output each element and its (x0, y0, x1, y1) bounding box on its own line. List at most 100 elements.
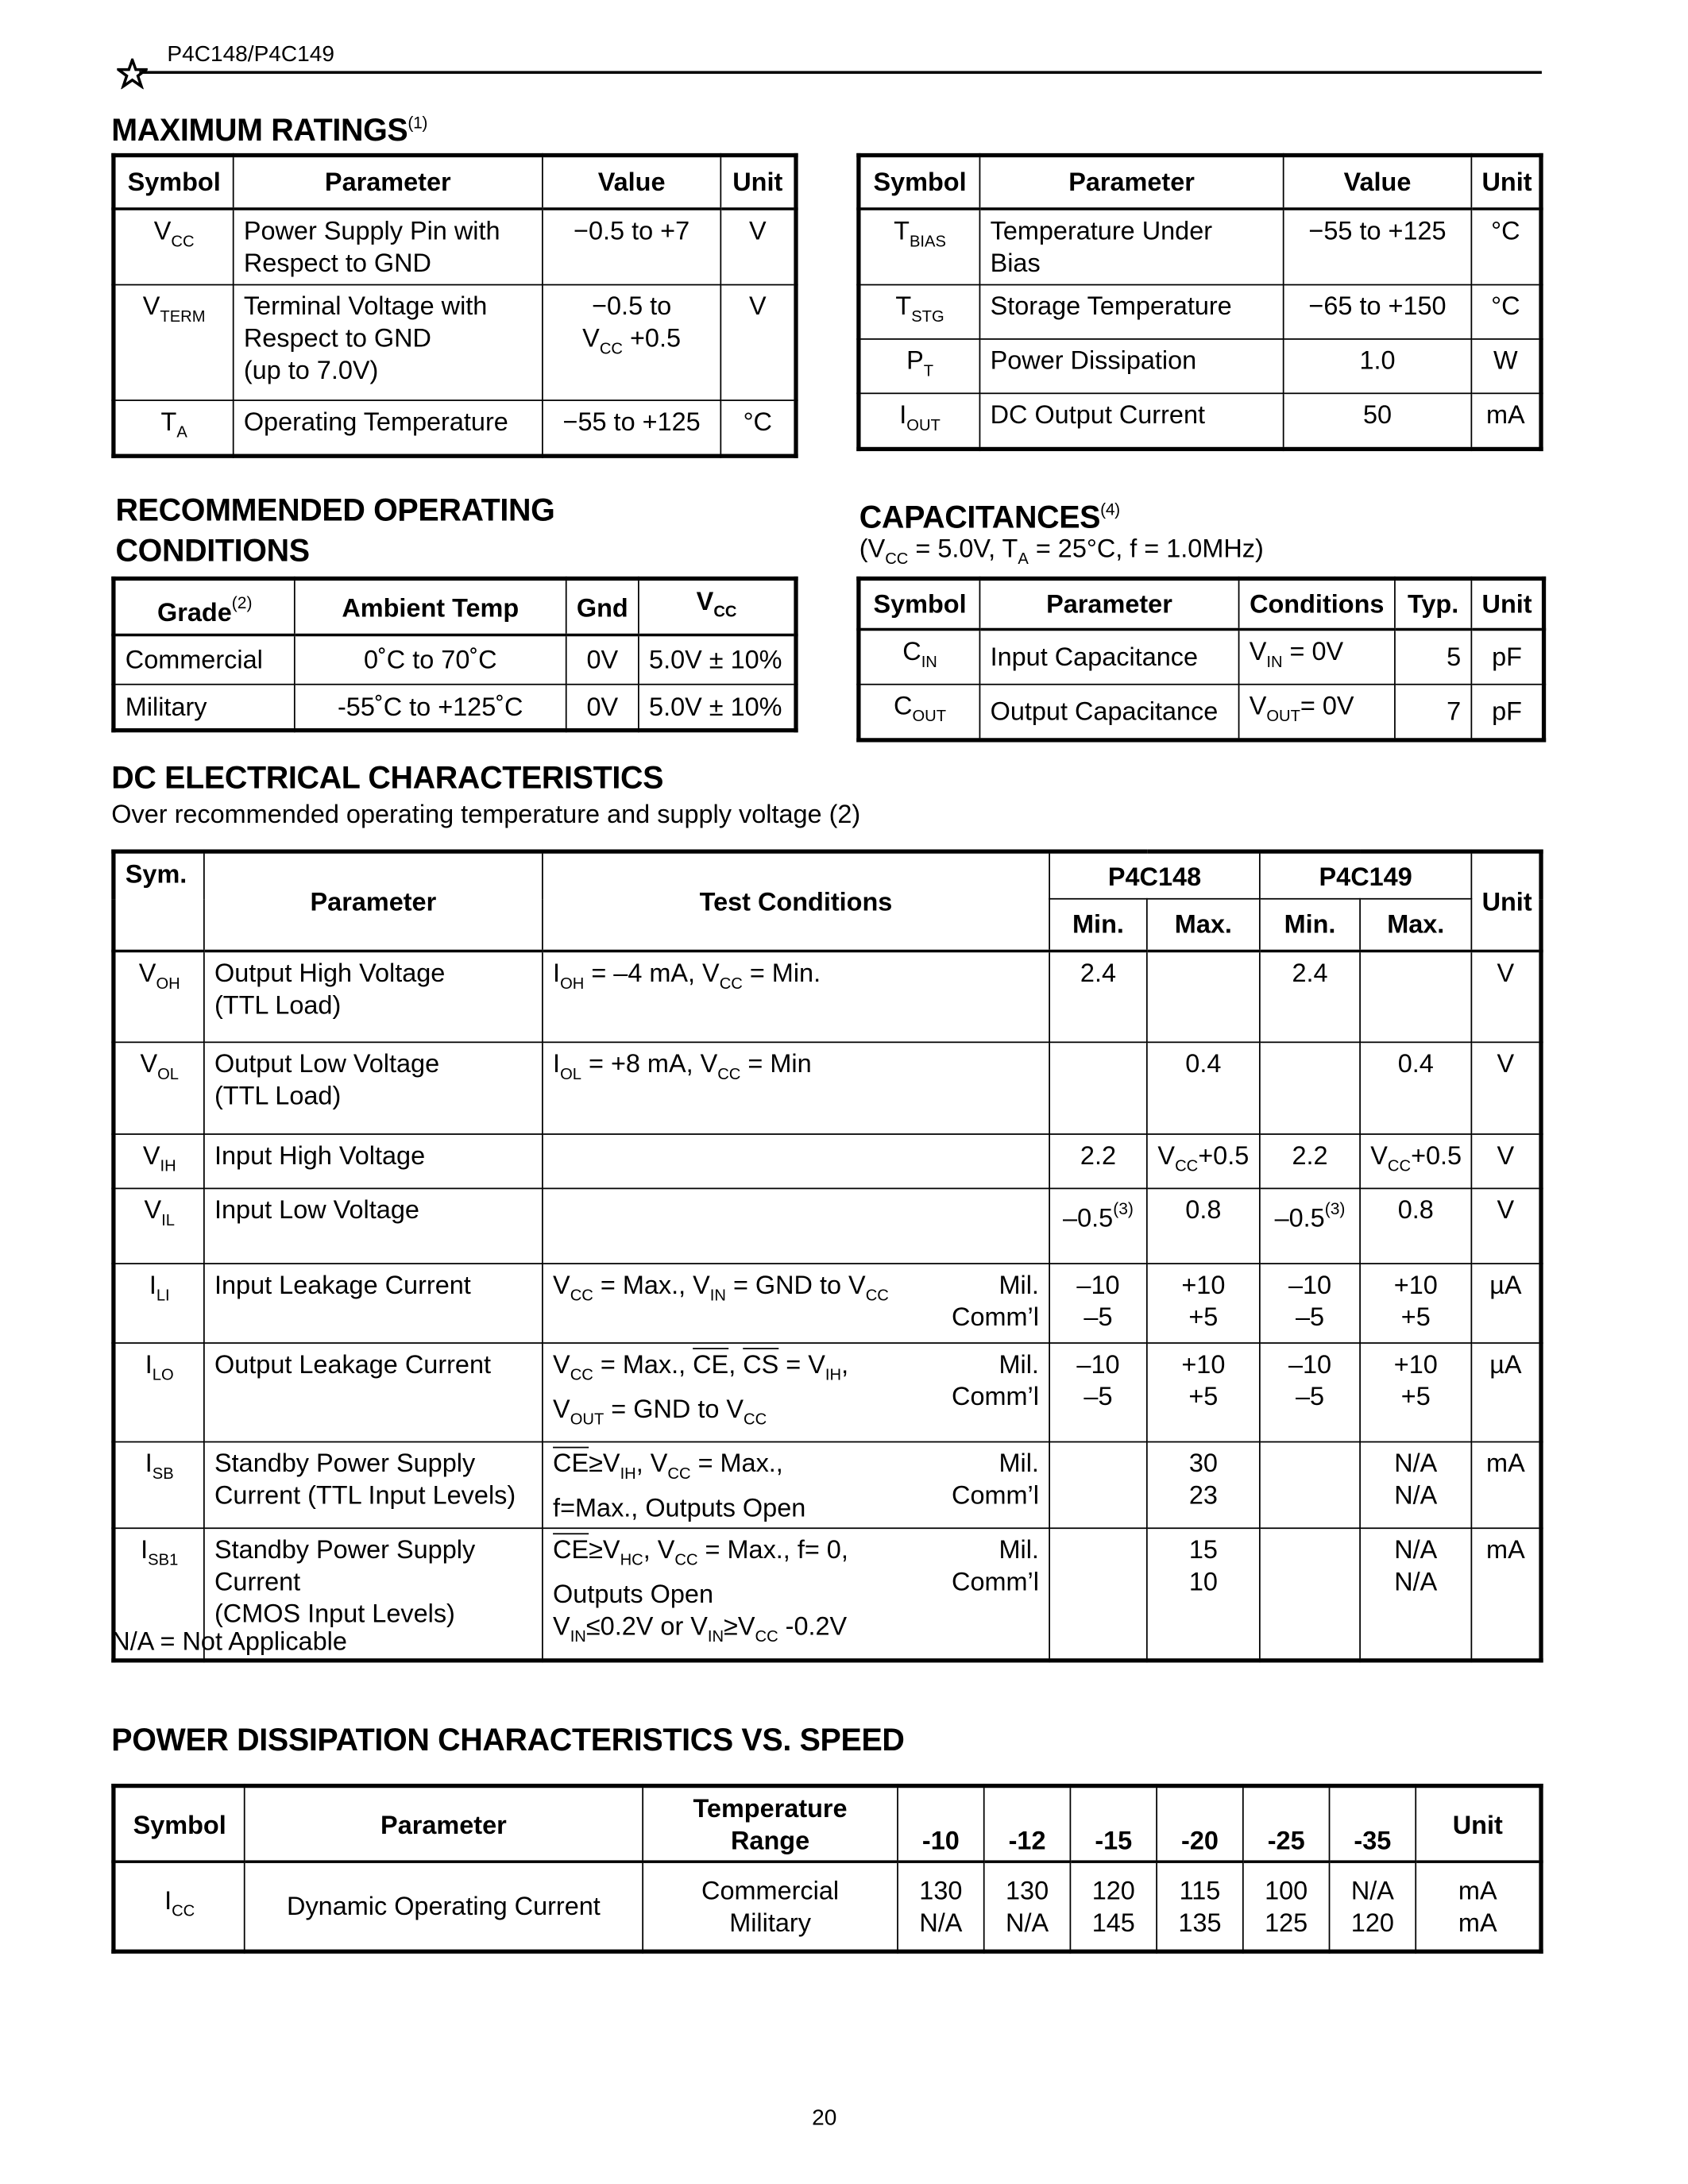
text: V (1157, 1140, 1176, 1170)
text: , (728, 1349, 744, 1379)
table-cell: 0V (565, 682, 639, 731)
superscript: (2) (231, 592, 253, 612)
table-cell: Terminal Voltage with Respect to GND (up t… (232, 284, 543, 401)
line: Temperature (653, 1792, 887, 1823)
table-cell: Power Supply Pin with Respect to GND (232, 207, 543, 286)
table-cell: VCC (113, 207, 234, 286)
text: Input Low Voltage (214, 1194, 419, 1225)
table-cell: pF (1470, 682, 1545, 740)
text: µA (1489, 1349, 1522, 1379)
column-header: Conditions (1238, 577, 1396, 631)
text: 5.0V ± 10% (649, 691, 782, 721)
text: I (553, 957, 561, 987)
text: = Min (740, 1048, 812, 1078)
column-header: Test Conditions (542, 851, 1050, 952)
subscript: LO (152, 1367, 174, 1384)
text: ≤0.2V or V (585, 1611, 708, 1641)
subscript: SB1 (148, 1552, 179, 1569)
table-cell: 5.0V ± 10% (638, 634, 797, 685)
table-cell: Mil. Comm’l CE≥VHC, VCC = Max., f= 0, Outpu… (542, 1527, 1050, 1661)
line: VIN≤0.2V or VIN≥VCC -0.2V (553, 1610, 1039, 1654)
text: -12 (1008, 1825, 1046, 1855)
text: Value (1343, 167, 1412, 197)
capacitances-table: Symbol Parameter Conditions Typ. Unit CIN Inpu… (856, 576, 1547, 742)
table-row: ILI Input Leakage Current Mil. Comm’l VCC = … (113, 1263, 1542, 1344)
table-cell: Storage Temperature (979, 284, 1284, 340)
table-row: VCC Power Supply Pin with Respect to GND −0… (113, 207, 797, 286)
column-header: Min. (1259, 897, 1362, 952)
text: I (553, 1048, 561, 1078)
subscript: IH (160, 1158, 176, 1175)
line: Range (653, 1824, 887, 1856)
text: 0V (586, 691, 619, 721)
text: 0.4 (1185, 1048, 1222, 1078)
text: T (895, 291, 912, 321)
table-row: ILO Output Leakage Current Mil. Comm’l VCC =… (113, 1342, 1542, 1443)
subscript: CC (570, 1287, 593, 1305)
text: ≥V (589, 1534, 620, 1564)
text: ≥V (724, 1611, 755, 1641)
table-cell: Input Low Voltage (203, 1187, 543, 1264)
page-number: 20 (812, 2106, 837, 2131)
line: Military (653, 1906, 887, 1938)
text: Output Low Voltage (214, 1048, 440, 1078)
text: −0.5 to (592, 291, 672, 321)
text: = Max., (690, 1448, 783, 1478)
table-cell: 7 (1394, 682, 1473, 740)
table-row: Commercial 0˚C to 70˚C 0V 5.0V ± 10% (113, 634, 797, 685)
text: +0.5 (622, 322, 682, 353)
table-cell: –10 –5 (1259, 1342, 1362, 1443)
line: +5 (1370, 1380, 1461, 1412)
text: 135 (1178, 1907, 1222, 1937)
table-cell (542, 1133, 1050, 1190)
table-cell: 0.8 (1359, 1187, 1473, 1264)
text: 2.4 (1292, 957, 1328, 987)
table-cell: +10 +5 (1359, 1263, 1473, 1344)
text: –10 (1076, 1349, 1120, 1379)
text: N/A (1394, 1534, 1438, 1564)
subscript: CC (172, 1903, 195, 1920)
text: pF (1492, 642, 1523, 672)
text: Input Leakage Current (214, 1270, 471, 1299)
max-ratings-title: MAXIMUM RATINGS(1) (111, 103, 427, 151)
column-header: -25 (1242, 1785, 1331, 1863)
text: Comm’l (952, 1566, 1039, 1596)
table-cell: 5.0V ± 10% (638, 682, 797, 731)
footnote-ref: (4) (1100, 500, 1120, 519)
text: Ambient Temp (342, 592, 520, 622)
subscript: CC (865, 1287, 889, 1305)
text: µA (1489, 1270, 1522, 1299)
overlined-text: CS (743, 1349, 779, 1379)
title-text: MAXIMUM RATINGS (111, 113, 408, 148)
text: I (149, 1270, 156, 1299)
header-row: Symbol Parameter Conditions Typ. Unit (858, 577, 1545, 631)
table-cell (1259, 1527, 1362, 1661)
column-header: Unit (1415, 1785, 1542, 1863)
line: Temperature Under (991, 214, 1273, 245)
text: V (138, 957, 156, 987)
text: 23 (1188, 1480, 1218, 1510)
table-row: VIH Input High Voltage 2.2 VCC+0.5 2.2 VCC+0.… (113, 1133, 1542, 1190)
text: 0.4 (1397, 1048, 1434, 1078)
table-cell (1049, 1441, 1148, 1530)
dc-title: DC ELECTRICAL CHARACTERISTICS (111, 760, 664, 796)
subscript: CC (599, 341, 623, 358)
table-row: CIN Input Capacitance VIN = 0V 5 pF (858, 627, 1545, 685)
table-cell: ILO (113, 1342, 205, 1443)
overlined-text: CE (693, 1349, 729, 1379)
table-cell: 50 (1282, 392, 1473, 450)
table-cell: Output Capacitance (979, 682, 1240, 740)
table-cell: Output High Voltage (TTL Load) (203, 949, 543, 1044)
recommended-title: RECOMMENDED OPERATING CONDITIONS (116, 490, 555, 571)
column-header: Value (1282, 154, 1473, 210)
text: Bias (990, 247, 1041, 277)
line: (TTL Load) (214, 1079, 532, 1111)
table-cell: N/A N/A (1359, 1527, 1473, 1661)
line: –10 (1270, 1268, 1350, 1300)
line: Commercial (653, 1874, 887, 1906)
line: N/A (1370, 1565, 1461, 1597)
table-cell: N/A 120 (1328, 1861, 1417, 1952)
line: Current (214, 1565, 532, 1597)
line: VCC = Max., CE, CS = VIH, (553, 1348, 1039, 1392)
table-cell: VCC+0.5 (1145, 1133, 1261, 1190)
